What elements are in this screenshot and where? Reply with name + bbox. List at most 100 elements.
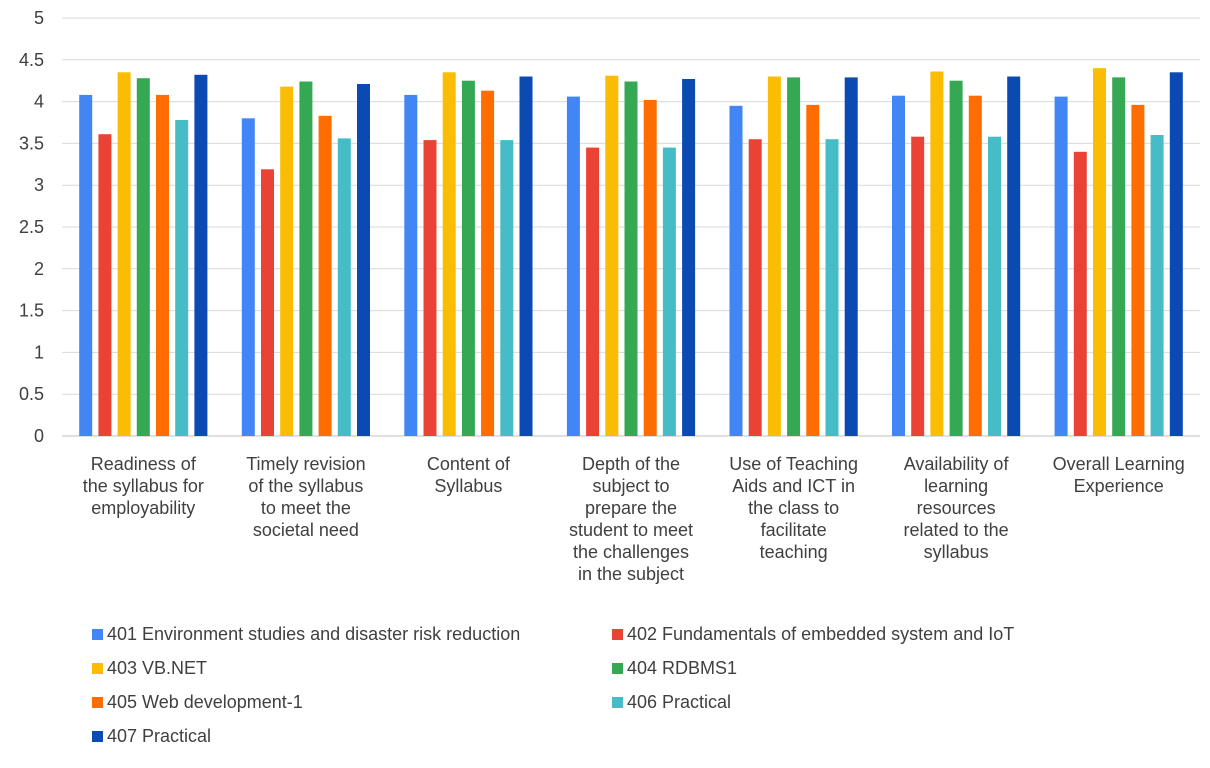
legend-swatch <box>92 662 103 674</box>
bar <box>787 77 801 437</box>
bar <box>662 147 676 436</box>
legend-label: 407 Practical <box>107 725 212 746</box>
bar <box>481 90 495 436</box>
y-tick-label: 4.5 <box>19 50 44 70</box>
legend-item: 402 Fundamentals of embedded system and … <box>612 622 1014 646</box>
bar <box>261 169 274 437</box>
legend-label: 403 VB.NET <box>107 657 208 678</box>
y-tick-label: 3.5 <box>19 133 44 153</box>
bar <box>357 84 370 436</box>
bar <box>968 95 982 436</box>
bar <box>175 120 189 436</box>
bar <box>299 81 313 436</box>
bar <box>825 139 839 436</box>
bar <box>156 94 169 437</box>
x-category-label-line: in the subject <box>578 564 684 584</box>
x-category-label: Readiness of the syllabus for employabilit… <box>83 454 204 518</box>
legend-label: 405 Web development-1 <box>107 691 303 712</box>
x-category-label-line: prepare the <box>585 498 677 518</box>
bar <box>806 104 820 437</box>
bar <box>241 118 255 437</box>
bar <box>136 78 150 436</box>
bar-chart: 0 0.5 1 1.5 2 2.5 3 3.5 4 4.5 5 Readiness of the sy… <box>19 8 1200 584</box>
bar <box>1150 135 1164 436</box>
legend-item: 403 VB.NET <box>92 656 207 680</box>
bar <box>748 139 762 436</box>
legend-label: 402 Fundamentals of embedded system and … <box>627 623 1015 644</box>
x-category-label-line: Use of Teaching <box>729 454 858 474</box>
x-category-label: Depth of the subject to prepare the student… <box>569 454 693 584</box>
bar <box>1112 77 1126 437</box>
bar <box>892 95 905 436</box>
bar <box>404 94 418 437</box>
x-category-label-line: Availability of <box>904 454 1010 474</box>
x-category-label-line: Aids and ICT in <box>732 476 855 496</box>
legend-item: 405 Web development-1 <box>92 690 303 714</box>
bar <box>643 99 657 437</box>
legend-swatch <box>612 662 623 674</box>
legend-label: 406 Practical <box>627 691 732 712</box>
legend-item: 401 Environment studies and disaster ris… <box>92 622 520 646</box>
x-category-label-line: Content of <box>427 454 511 474</box>
x-category-label-line: learning <box>924 476 988 496</box>
bar <box>117 72 131 437</box>
x-category-label-line: to meet the <box>261 498 351 518</box>
bar <box>79 94 93 437</box>
bar <box>461 80 475 436</box>
x-category-label: Overall Learning Experience <box>1053 454 1185 496</box>
x-category-label: Use of Teaching Aids and ICT in the class … <box>729 454 858 562</box>
bar <box>1007 76 1021 436</box>
y-tick-label: 2.5 <box>19 217 44 237</box>
y-tick-label: 2 <box>34 259 44 279</box>
y-tick-label: 1.5 <box>19 301 44 321</box>
bars <box>79 68 1183 437</box>
x-category-label: Availability of learning resources related … <box>904 454 1010 562</box>
bar <box>337 138 351 436</box>
legend-swatch <box>92 730 103 742</box>
legend-label: 401 Environment studies and disaster ris… <box>107 623 521 644</box>
y-tick-label: 5 <box>34 8 44 28</box>
bar <box>605 75 619 436</box>
bar <box>767 76 781 436</box>
x-category-label-line: the syllabus for <box>83 476 204 496</box>
legend-label: 404 RDBMS1 <box>627 657 738 678</box>
y-tick-label: 4 <box>34 92 44 112</box>
x-category-label-line: the class to <box>748 498 839 518</box>
bar <box>423 140 437 436</box>
x-category-label-line: Depth of the <box>582 454 680 474</box>
legend-swatch <box>612 696 623 708</box>
bar <box>988 136 1001 436</box>
y-tick-label: 1 <box>34 342 44 362</box>
bar <box>930 71 944 436</box>
bar <box>1073 151 1087 437</box>
legend-swatch <box>612 628 623 640</box>
bar <box>586 147 600 436</box>
x-category-label-line: subject to <box>592 476 669 496</box>
x-category-label-line: facilitate <box>761 520 827 540</box>
x-category-label: Timely revision of the syllabus to meet th… <box>246 454 365 540</box>
x-category-label-line: related to the <box>904 520 1009 540</box>
x-category-label-line: Overall Learning <box>1053 454 1185 474</box>
x-category-label-line: resources <box>917 498 996 518</box>
bar <box>682 79 696 436</box>
x-category-label: Content of Syllabus <box>427 454 511 496</box>
bar <box>729 105 743 437</box>
bar <box>194 74 208 437</box>
bar <box>1131 104 1145 437</box>
legend-swatch <box>92 696 103 708</box>
legend-item: 407 Practical <box>92 724 211 748</box>
x-category-label-line: societal need <box>253 520 359 540</box>
bar <box>1093 68 1106 436</box>
x-category-label-line: student to meet <box>569 520 693 540</box>
y-axis-tick-labels: 0 0.5 1 1.5 2 2.5 3 3.5 4 4.5 5 <box>19 8 44 446</box>
y-tick-label: 0 <box>34 426 44 446</box>
x-category-label-line: Experience <box>1074 476 1164 496</box>
bar <box>844 77 858 437</box>
bar <box>442 72 456 437</box>
bar <box>519 76 533 436</box>
bar <box>500 140 514 436</box>
legend-swatch <box>92 628 103 640</box>
legend-item: 404 RDBMS1 <box>612 656 737 680</box>
x-category-label-line: Timely revision <box>246 454 365 474</box>
bar <box>949 80 963 436</box>
